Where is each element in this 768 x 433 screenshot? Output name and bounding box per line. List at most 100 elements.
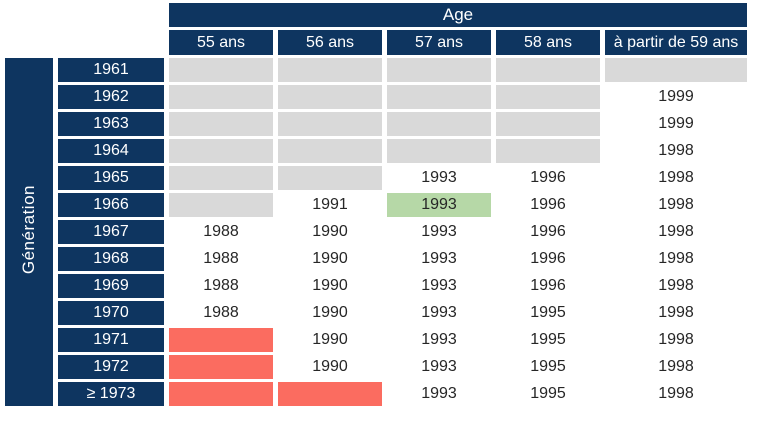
not-applicable-cell [496,85,600,109]
table-row: 1972 1990 1993 1995 1998 [5,355,747,379]
year-cell: 1990 [278,328,382,352]
generation-row-header: ≥ 1973 [58,382,164,406]
year-cell: 1998 [605,139,747,163]
year-cell: 1993 [387,382,491,406]
generation-age-table: Age 55 ans 56 ans 57 ans 58 ans à partir… [5,3,747,406]
not-applicable-cell [278,166,382,190]
generation-row-header: 1966 [58,193,164,217]
generation-row-header: 1965 [58,166,164,190]
column-header-55: 55 ans [169,30,273,55]
year-cell: 1990 [278,274,382,298]
generation-axis-text: Génération [19,184,38,275]
year-cell: 1993 [387,355,491,379]
table-row: ≥ 1973 1993 1995 1998 [5,382,747,406]
table-body: Génération 1961 1962 1999 1963 1999 1964 1998 19… [5,58,747,406]
not-applicable-cell [496,139,600,163]
age-title-row: Age [5,3,747,27]
year-cell: 1998 [605,220,747,244]
column-header-59plus: à partir de 59 ans [605,30,747,55]
year-cell: 1998 [605,355,747,379]
table-row: Génération 1961 [5,58,747,406]
table-row: 1966 1991 1993 1996 1998 [5,193,747,217]
year-cell: 1995 [496,301,600,325]
generation-axis-label: Génération [5,58,53,406]
year-cell: 1998 [605,166,747,190]
year-cell: 1996 [496,193,600,217]
generation-row-header: 1970 [58,301,164,325]
year-cell: 1995 [496,328,600,352]
excluded-cell [169,328,273,352]
column-header-row: 55 ans 56 ans 57 ans 58 ans à partir de … [5,30,747,55]
generation-row-header: 1963 [58,112,164,136]
year-cell: 1996 [496,166,600,190]
year-cell: 1998 [605,382,747,406]
generation-row-header: 1964 [58,139,164,163]
year-cell: 1999 [605,112,747,136]
table-row: 1967 1988 1990 1993 1996 1998 [5,220,747,244]
generation-row-header: 1961 [58,58,164,82]
not-applicable-cell [496,58,600,82]
year-cell: 1990 [278,220,382,244]
year-cell: 1988 [169,247,273,271]
table-row: 1965 1993 1996 1998 [5,166,747,190]
year-cell: 1996 [496,220,600,244]
not-applicable-cell [278,85,382,109]
column-header-56: 56 ans [278,30,382,55]
corner-spacer [5,3,164,27]
table-row: 1964 1998 [5,139,747,163]
year-cell: 1999 [605,85,747,109]
year-cell: 1998 [605,274,747,298]
not-applicable-cell [278,112,382,136]
year-cell: 1995 [496,382,600,406]
not-applicable-cell [169,166,273,190]
table-row: 1971 1990 1993 1995 1998 [5,328,747,352]
year-cell: 1991 [278,193,382,217]
generation-row-header: 1962 [58,85,164,109]
generation-row-header: 1967 [58,220,164,244]
not-applicable-cell [278,58,382,82]
generation-row-header: 1971 [58,328,164,352]
generation-row-header: 1972 [58,355,164,379]
not-applicable-cell [387,112,491,136]
year-cell: 1990 [278,355,382,379]
table-row: 1969 1988 1990 1993 1996 1998 [5,274,747,298]
table-row: 1968 1988 1990 1993 1996 1998 [5,247,747,271]
generation-row-header: 1969 [58,274,164,298]
not-applicable-cell [496,112,600,136]
corner-spacer [5,30,164,55]
highlighted-year-cell: 1993 [387,193,491,217]
year-cell: 1996 [496,274,600,298]
year-cell: 1998 [605,247,747,271]
generation-row-header: 1968 [58,247,164,271]
not-applicable-cell [169,112,273,136]
excluded-cell [169,355,273,379]
not-applicable-cell [278,139,382,163]
year-cell: 1993 [387,274,491,298]
excluded-cell [169,382,273,406]
year-cell: 1988 [169,301,273,325]
year-cell: 1993 [387,247,491,271]
age-axis-title: Age [169,3,747,27]
year-cell: 1998 [605,193,747,217]
year-cell: 1993 [387,220,491,244]
column-header-57: 57 ans [387,30,491,55]
year-cell: 1993 [387,301,491,325]
year-cell: 1995 [496,355,600,379]
year-cell: 1993 [387,166,491,190]
year-cell: 1998 [605,328,747,352]
year-cell: 1988 [169,274,273,298]
not-applicable-cell [169,58,273,82]
year-cell: 1988 [169,220,273,244]
not-applicable-cell [387,85,491,109]
year-cell: 1990 [278,247,382,271]
year-cell: 1993 [387,328,491,352]
table-row: 1970 1988 1990 1993 1995 1998 [5,301,747,325]
year-cell: 1990 [278,301,382,325]
year-cell: 1996 [496,247,600,271]
not-applicable-cell [387,58,491,82]
column-header-58: 58 ans [496,30,600,55]
not-applicable-cell [605,58,747,82]
year-cell: 1998 [605,301,747,325]
not-applicable-cell [169,193,273,217]
